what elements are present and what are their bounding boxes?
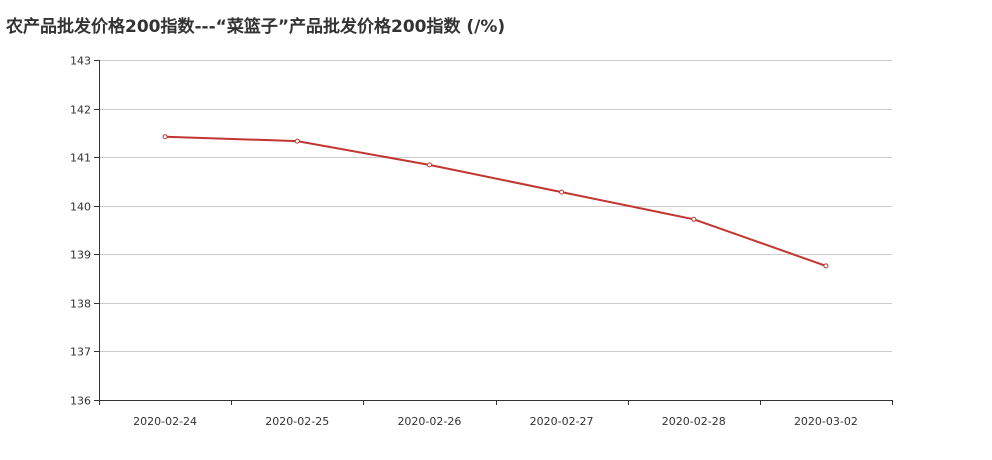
series-line: [164, 135, 827, 267]
data-point: [823, 263, 829, 269]
chart-title: 农产品批发价格200指数---“菜篮子”产品批发价格200指数 (/%): [6, 17, 506, 37]
series-line-layer: [164, 135, 827, 267]
x-tick-label: 2020-02-27: [530, 415, 594, 428]
x-tick-label: 2020-02-26: [397, 415, 461, 428]
x-tick-label: 2020-02-28: [662, 415, 726, 428]
data-points: [162, 134, 829, 269]
x-tick-label: 2020-03-02: [794, 415, 858, 428]
data-point: [162, 134, 168, 140]
data-point: [559, 189, 565, 195]
data-point: [691, 216, 697, 222]
y-tick-label: 136: [70, 395, 91, 408]
y-tick-label: 140: [70, 201, 91, 214]
y-tick-label: 138: [70, 298, 91, 311]
grid-lines: [99, 60, 892, 352]
y-tick-label: 141: [70, 152, 91, 165]
y-tick-label: 137: [70, 346, 91, 359]
y-tick-label: 139: [70, 249, 91, 262]
y-tick-label: 143: [70, 55, 91, 68]
data-point: [294, 138, 300, 144]
y-tick-label: 142: [70, 104, 91, 117]
axes: 136 137 138 139 140 141 142 143 2020-02-24 2020-0…: [70, 55, 893, 428]
x-tick-label: 2020-02-24: [133, 415, 197, 428]
data-point: [426, 162, 432, 168]
x-tick-label: 2020-02-25: [265, 415, 329, 428]
